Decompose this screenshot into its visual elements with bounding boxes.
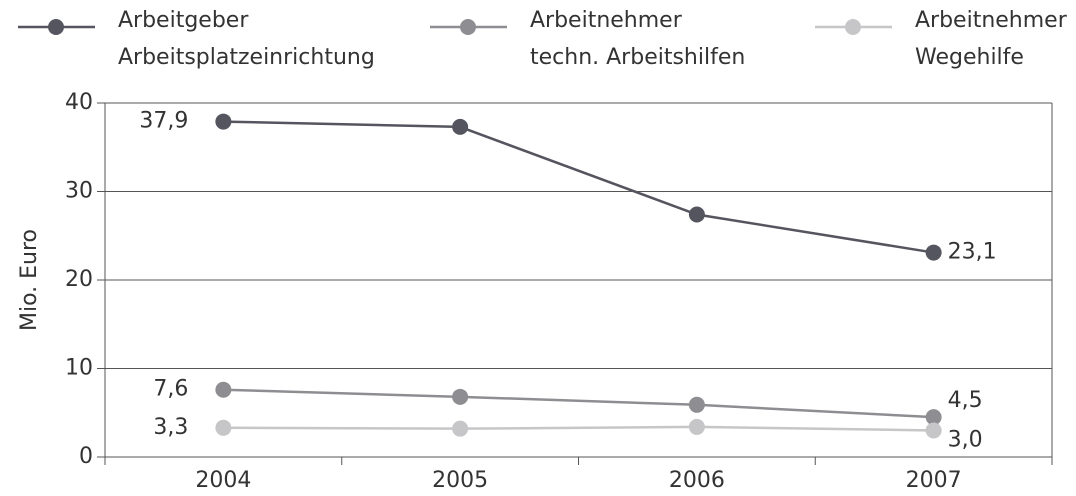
data-label: 4,5 [948, 388, 983, 413]
data-point [925, 409, 942, 426]
data-point [688, 396, 705, 413]
y-tick-label: 20 [65, 267, 93, 292]
data-point [688, 418, 705, 435]
y-tick-label: 10 [65, 356, 93, 381]
x-tick-label: 2004 [195, 468, 251, 493]
data-point [925, 244, 942, 261]
data-point [452, 420, 469, 437]
series-line [223, 425, 934, 432]
legend-marker [48, 19, 64, 35]
data-point [688, 206, 705, 223]
legend-label: Arbeitgeber Arbeitsplatzeinrichtung [118, 8, 375, 70]
data-label: 7,6 [153, 377, 188, 402]
data-point [925, 422, 942, 439]
x-tick-label: 2007 [906, 468, 962, 493]
data-point [215, 113, 232, 130]
data-point [452, 388, 469, 405]
x-tick-label: 2006 [669, 468, 725, 493]
y-tick-label: 40 [65, 90, 93, 115]
y-tick-label: 0 [79, 444, 93, 469]
x-tick-label: 2005 [432, 468, 488, 493]
data-point [452, 118, 469, 135]
data-point [215, 381, 232, 398]
series-line [223, 120, 934, 254]
data-label: 37,9 [139, 109, 188, 134]
legend-label: Arbeitnehmer techn. Arbeitshilfen [530, 8, 746, 70]
data-point [215, 419, 232, 436]
legend-label: Arbeitnehmer Wegehilfe [915, 8, 1067, 70]
legend-marker [460, 19, 476, 35]
legend-marker [845, 19, 861, 35]
series-line [223, 388, 934, 419]
data-label: 3,3 [153, 415, 188, 440]
y-axis-label: Mio. Euro [17, 229, 42, 331]
data-label: 23,1 [948, 240, 997, 265]
data-label: 3,0 [948, 427, 983, 452]
y-tick-label: 30 [65, 179, 93, 204]
